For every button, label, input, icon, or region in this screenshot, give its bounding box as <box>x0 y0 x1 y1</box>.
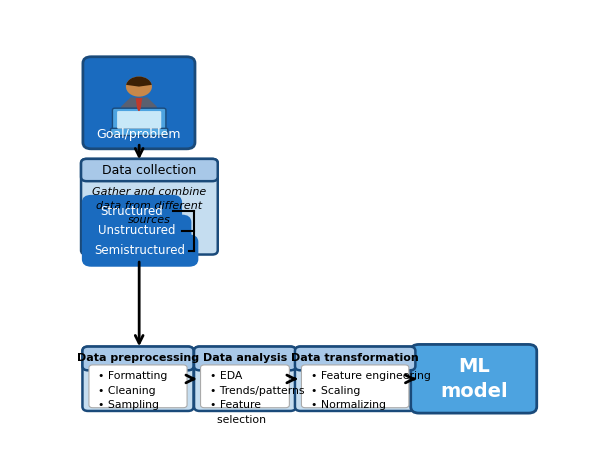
FancyBboxPatch shape <box>194 347 296 370</box>
FancyBboxPatch shape <box>112 108 166 132</box>
Text: Data analysis: Data analysis <box>203 354 287 363</box>
FancyBboxPatch shape <box>82 347 194 411</box>
FancyBboxPatch shape <box>83 235 197 266</box>
FancyBboxPatch shape <box>194 347 296 411</box>
FancyBboxPatch shape <box>89 365 187 408</box>
Text: Semistructured: Semistructured <box>95 244 185 257</box>
FancyBboxPatch shape <box>411 345 537 413</box>
FancyBboxPatch shape <box>301 365 409 408</box>
FancyBboxPatch shape <box>200 365 289 408</box>
FancyBboxPatch shape <box>82 347 194 370</box>
FancyBboxPatch shape <box>81 159 218 255</box>
Text: ML
model: ML model <box>440 357 508 401</box>
FancyBboxPatch shape <box>81 159 218 181</box>
Wedge shape <box>126 77 152 86</box>
Text: Data preprocessing: Data preprocessing <box>77 354 199 363</box>
Text: Gather and combine
data from different
sources: Gather and combine data from different s… <box>92 187 206 225</box>
FancyBboxPatch shape <box>295 347 415 370</box>
FancyBboxPatch shape <box>117 111 161 129</box>
FancyBboxPatch shape <box>110 128 168 135</box>
Polygon shape <box>136 98 142 113</box>
Text: • Feature engineering
• Scaling
• Normalizing: • Feature engineering • Scaling • Normal… <box>311 371 431 410</box>
FancyBboxPatch shape <box>295 347 415 411</box>
Text: Structured: Structured <box>101 205 163 218</box>
Text: Data collection: Data collection <box>102 163 197 177</box>
Circle shape <box>126 77 152 97</box>
Text: • EDA
• Trends/patterns
• Feature
  selection: • EDA • Trends/patterns • Feature select… <box>210 371 304 425</box>
FancyBboxPatch shape <box>83 196 181 226</box>
Polygon shape <box>116 98 162 121</box>
Text: Unstructured: Unstructured <box>98 224 175 237</box>
Text: Data transformation: Data transformation <box>291 354 419 363</box>
Text: Goal/problem: Goal/problem <box>97 128 181 141</box>
Text: • Formatting
• Cleaning
• Sampling: • Formatting • Cleaning • Sampling <box>98 371 167 410</box>
FancyBboxPatch shape <box>83 216 190 246</box>
FancyBboxPatch shape <box>83 57 195 149</box>
